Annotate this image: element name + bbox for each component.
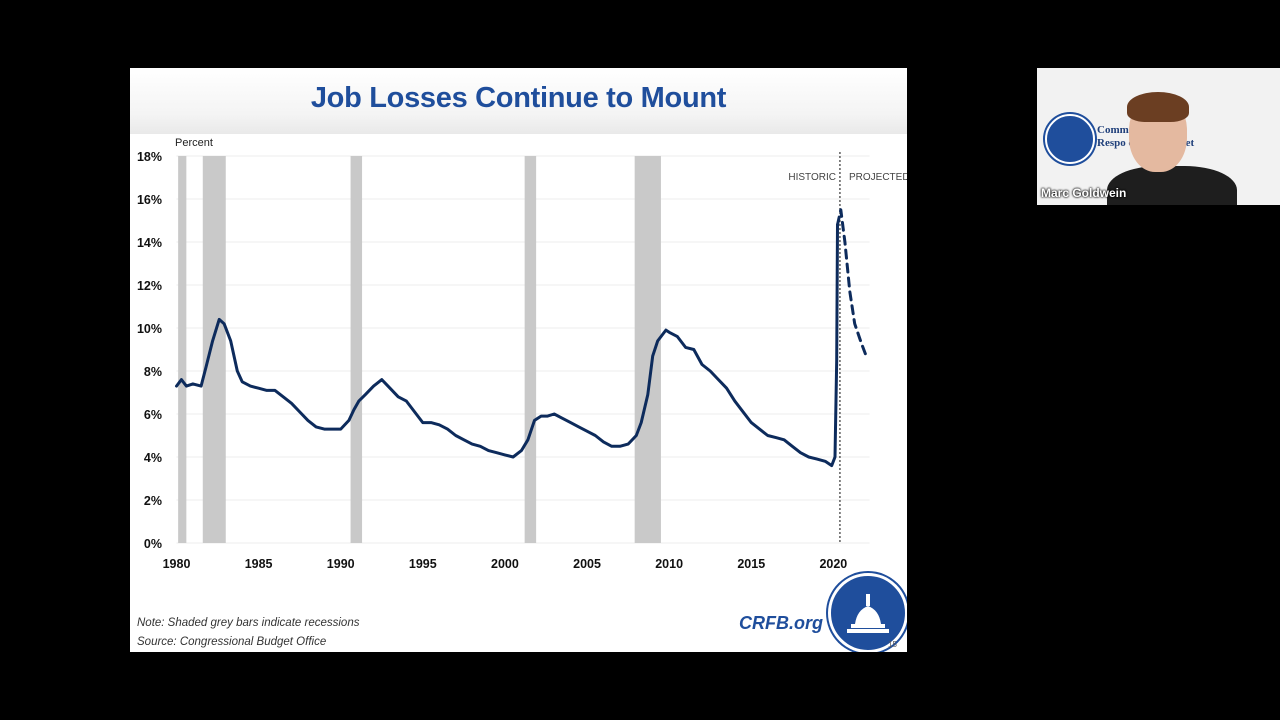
y-tick-label: 2%: [144, 494, 162, 508]
x-tick-label: 1985: [245, 557, 273, 571]
slide: Job Losses Continue to Mount 0% 2% 4% 6% 8% 1…: [130, 68, 907, 652]
y-tick-label: 4%: [144, 451, 162, 465]
recession-bar: [350, 156, 363, 543]
y-axis-label: Percent: [175, 137, 213, 149]
historic-series-line: [175, 223, 839, 468]
y-tick-label: 16%: [137, 193, 162, 207]
webcam-tile[interactable]: Comm a Respo ederal Budget Marc Goldwein: [1037, 68, 1280, 205]
y-tick-label: 6%: [144, 408, 162, 422]
x-tick-label: 2020: [819, 557, 847, 571]
speaker-body: [1107, 166, 1237, 205]
x-tick-label: 1990: [327, 557, 355, 571]
y-tick-label: 0%: [144, 537, 162, 551]
title-band: Job Losses Continue to Mount: [130, 68, 907, 134]
y-tick-labels: 0% 2% 4% 6% 8% 10% 12% 14% 16% 18%: [137, 150, 162, 551]
recession-bar: [524, 156, 537, 543]
x-tick-label: 1980: [163, 557, 191, 571]
historic-label: HISTORIC: [788, 172, 836, 183]
speaker-hair: [1127, 92, 1189, 122]
y-tick-label: 14%: [137, 236, 162, 250]
note-text: Note: Shaded grey bars indicate recessio…: [137, 617, 360, 629]
crfb-seal-logo: [1045, 114, 1095, 164]
participant-name: Marc Goldwein: [1041, 186, 1127, 200]
capitol-dome-icon: [847, 594, 889, 633]
projected-label: PROJECTED: [849, 172, 907, 183]
y-tick-label: 12%: [137, 279, 162, 293]
unemployment-chart: 0%2%4%6%8%10%12%14%16%18% 1980 1985 1990 19…: [137, 137, 907, 571]
page-number: 15: [888, 640, 897, 649]
x-tick-label: 1995: [409, 557, 437, 571]
x-tick-label: 2005: [573, 557, 601, 571]
y-tick-label: 10%: [137, 322, 162, 336]
projected-series-line: [836, 208, 868, 358]
source-text: Source: Congressional Budget Office: [137, 636, 327, 648]
crfb-seal-logo: [828, 573, 907, 652]
y-tick-label: 8%: [144, 365, 162, 379]
recession-bar: [634, 156, 661, 543]
x-tick-label: 2015: [737, 557, 765, 571]
footnote: Note: Shaded grey bars indicate recessio…: [137, 614, 359, 652]
x-tick-label: 2010: [655, 557, 683, 571]
recession-bar: [202, 156, 226, 543]
y-tick-label: 18%: [137, 150, 162, 164]
recession-bars: [178, 156, 661, 543]
x-tick-label: 2000: [491, 557, 519, 571]
x-tick-labels: 1980 1985 1990 1995 2000 2005 2010 2015 2020: [163, 557, 848, 571]
slide-title: Job Losses Continue to Mount: [310, 82, 727, 114]
recession-bar: [178, 156, 187, 543]
crfb-link[interactable]: CRFB.org: [739, 613, 823, 633]
series-lines: [175, 208, 868, 468]
gridlines: [176, 155, 870, 544]
